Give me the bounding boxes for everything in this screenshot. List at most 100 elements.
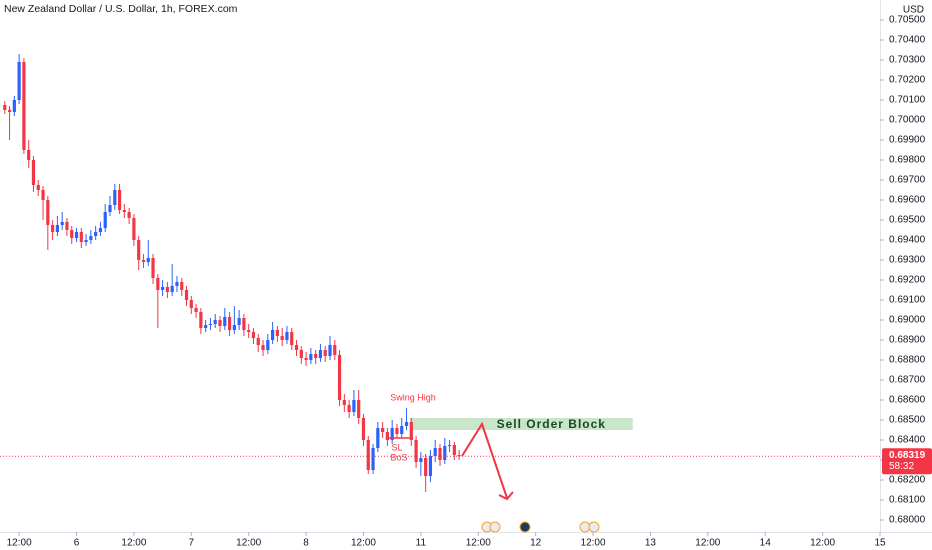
y-tick-label: 0.68600 <box>889 395 926 406</box>
y-tick-label: 0.70400 <box>889 35 926 46</box>
y-tick-label: 0.68400 <box>889 435 926 446</box>
candle-body <box>51 225 55 232</box>
candle-body <box>41 190 45 200</box>
candle-body <box>194 308 198 312</box>
candle-body <box>170 286 174 292</box>
x-tick-label: 15 <box>874 538 886 549</box>
x-tick-label: 14 <box>760 538 772 549</box>
candle-body <box>227 317 232 330</box>
y-tick-label: 0.68700 <box>889 375 926 386</box>
y-tick-label: 0.69000 <box>889 315 926 326</box>
candle-body <box>60 222 64 225</box>
x-tick-label: 12:00 <box>351 538 376 549</box>
x-tick-label: 12:00 <box>810 538 835 549</box>
event-icon[interactable] <box>489 521 501 533</box>
candle-body <box>419 458 423 462</box>
candle-body <box>161 287 165 290</box>
candle-body <box>113 190 117 205</box>
candle-body <box>237 318 241 325</box>
y-tick-label: 0.69800 <box>889 155 926 166</box>
candle-body <box>381 428 385 432</box>
x-tick-label: 12:00 <box>581 538 606 549</box>
candle-body <box>285 332 289 340</box>
x-tick-label: 8 <box>303 538 309 549</box>
event-icon[interactable] <box>588 521 600 533</box>
candle-body <box>184 290 189 300</box>
candle-body <box>385 432 389 440</box>
candle-body <box>424 458 428 476</box>
y-tick-label: 0.70200 <box>889 75 926 86</box>
candle-body <box>165 287 169 292</box>
sl-label: SL <box>391 442 402 452</box>
y-tick-label: 0.70000 <box>889 115 926 126</box>
candle-body <box>309 354 313 360</box>
y-tick-label: 0.69500 <box>889 215 926 226</box>
x-tick-label: 11 <box>416 538 427 549</box>
candle-body <box>294 345 299 350</box>
candle-body <box>342 400 346 405</box>
x-tick-label: 12:00 <box>695 538 720 549</box>
candle-body <box>357 400 361 418</box>
candle-body <box>98 228 103 232</box>
candle-body <box>337 355 342 400</box>
candle-body <box>175 282 179 286</box>
y-tick-label: 0.70100 <box>889 95 926 106</box>
candle-body <box>74 232 79 238</box>
candle-body <box>89 236 93 240</box>
candle-body <box>395 428 399 434</box>
candle-body <box>156 278 160 290</box>
swing-high-label: Swing High <box>390 392 436 402</box>
candle-body <box>251 332 256 338</box>
event-icons <box>481 521 600 533</box>
y-tick-label: 0.69100 <box>889 295 926 306</box>
candle-body <box>232 325 236 330</box>
candle-body <box>55 225 59 232</box>
candle-body <box>103 212 107 228</box>
y-tick-label: 0.70300 <box>889 55 926 66</box>
candle-body <box>247 330 251 332</box>
x-tick-label: 12:00 <box>236 538 261 549</box>
currency-label: USD <box>903 5 924 16</box>
y-tick-label: 0.69700 <box>889 175 926 186</box>
candle-body <box>65 222 69 230</box>
candle-body <box>304 358 308 360</box>
y-tick-label: 0.68900 <box>889 335 926 346</box>
candle-body <box>371 448 375 470</box>
candle-body <box>180 282 184 290</box>
event-icon[interactable] <box>519 521 531 533</box>
arrow-head <box>498 491 514 501</box>
y-tick-label: 0.70500 <box>889 15 926 26</box>
y-tick-label: 0.68200 <box>889 475 926 486</box>
candle-body <box>46 200 50 225</box>
candle-body <box>428 456 433 476</box>
candle-body <box>218 320 222 326</box>
candle-body <box>366 440 370 470</box>
candle-body <box>376 428 380 448</box>
candle-body <box>3 105 7 110</box>
y-tick-label: 0.68000 <box>889 515 926 526</box>
candle-body <box>447 445 452 446</box>
last-price-label: 0.68319 <box>889 450 926 461</box>
candle-body <box>261 345 265 350</box>
y-tick-label: 0.69600 <box>889 195 926 206</box>
order-block-label: Sell Order Block <box>497 417 606 431</box>
candle-body <box>409 422 413 440</box>
candle-body <box>299 350 303 358</box>
candle-body <box>94 232 98 236</box>
candle-body <box>31 160 36 185</box>
candle-body <box>22 62 26 150</box>
candle-body <box>108 205 112 212</box>
candle-body <box>361 418 366 440</box>
candle-body <box>271 330 275 340</box>
candle-body <box>275 330 279 336</box>
candle-body <box>79 232 83 242</box>
candle-body <box>323 350 327 356</box>
candle-body <box>457 455 461 457</box>
candle-body <box>352 400 356 412</box>
candle-body <box>213 320 217 324</box>
candle-body <box>280 336 284 340</box>
candle-body <box>199 312 203 328</box>
x-tick-label: 7 <box>189 538 195 549</box>
bos-label: BoS <box>390 452 407 462</box>
